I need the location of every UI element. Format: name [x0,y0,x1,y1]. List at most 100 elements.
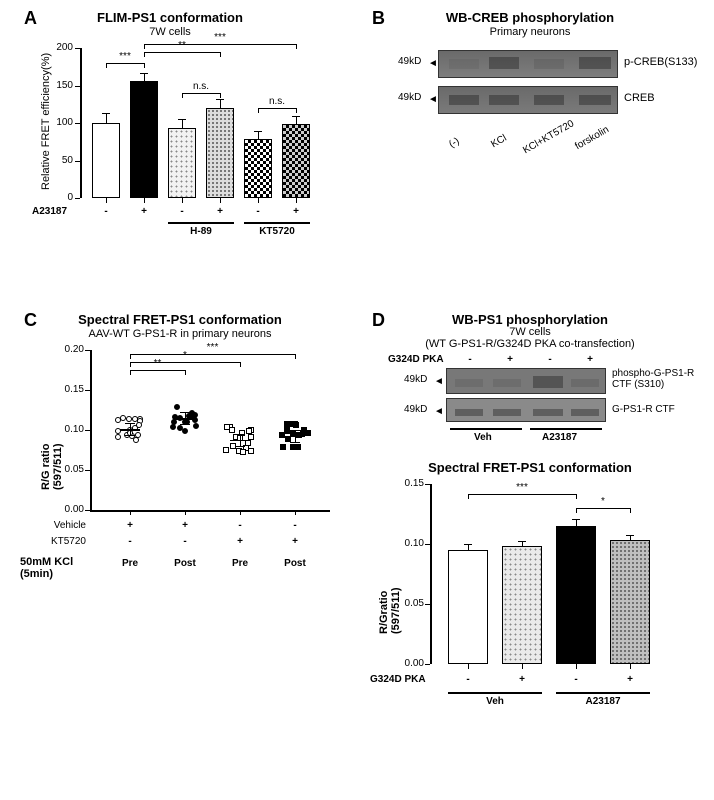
sig-text: ** [167,40,197,51]
wb-bottom-label: Veh [474,432,492,443]
wb-top-val: - [540,354,560,365]
sig-bracket [106,63,144,64]
data-point [171,419,177,425]
row-val: + [118,520,142,531]
sig-text: *** [110,51,140,62]
bar [130,81,158,198]
data-point [229,427,235,433]
wb-top-val: - [460,354,480,365]
row-val: + [283,536,307,547]
panel-c-ylabel: R/G ratio (597/511) [40,370,64,490]
data-point [301,427,307,433]
data-point [284,422,290,428]
row-label: Vehicle [40,520,86,531]
data-point [136,422,142,428]
wb-row-label: phospho-G-PS1-R CTF (S310) [612,368,712,390]
bar [448,550,488,664]
group-underline [168,222,234,224]
sig-text: *** [205,32,235,43]
group-underline [556,692,650,694]
bar [556,526,596,664]
wb-top-val: + [580,354,600,365]
row-val: + [206,206,234,217]
row-val: + [228,536,252,547]
sig-text: n.s. [186,81,216,92]
sig-bracket [576,508,630,509]
group-underline [448,692,542,694]
blot-row [438,86,618,114]
row-val: - [283,520,307,531]
lane-label: forskolin [573,124,611,152]
group-label: H-89 [168,226,234,237]
kcl-label: 50mM KCl (5min) [20,556,90,580]
sig-bracket [144,52,220,53]
panel-d-wb-title: WB-PS1 phosphorylation [360,312,700,327]
group-label: KT5720 [244,226,310,237]
marker-tick-icon: ◄ [428,58,438,69]
sig-bracket [468,494,576,495]
data-point [223,447,229,453]
sig-bracket [130,362,240,363]
row-val: + [502,674,542,685]
sig-text: ** [146,358,170,369]
data-point [240,449,246,455]
ytick: 0.20 [52,344,84,355]
sig-bracket [130,370,185,371]
blot-row [446,368,606,394]
sig-bracket [182,93,220,94]
ytick: 0.15 [392,478,424,489]
data-point [126,416,132,422]
panel-c-chart: 0.000.050.100.150.20R/G ratio (597/511)V… [90,350,330,510]
sig-text: n.s. [262,96,292,107]
row-val: - [92,206,120,217]
ytick: 0.00 [52,504,84,515]
row-val: - [228,520,252,531]
bar [92,123,120,198]
row-val: - [556,674,596,685]
panel-b-row1-label: p-CREB(S133) [624,56,714,68]
panel-d-ylabel: R/Gratio (597/511) [378,514,402,634]
panel-a-title: FLIM-PS1 conformation [0,10,340,25]
bar [610,540,650,664]
bar [206,108,234,198]
sig-text: * [173,350,197,361]
panel-b-subtitle: Primary neurons [360,26,700,38]
data-point [290,444,296,450]
row-val: - [118,536,142,547]
data-point [120,415,126,421]
panel-a-ylabel: Relative FRET efficiency(%) [40,40,52,190]
wb-bottom-label: A23187 [542,432,577,443]
row-val: + [173,520,197,531]
panel-c-title: Spectral FRET-PS1 conformation [0,312,360,327]
group-label: Veh [448,696,542,707]
wb-top-label: G324D PKA [388,354,444,365]
row-label: G324D PKA [370,674,426,685]
panel-c-subtitle: AAV-WT G-PS1-R in primary neurons [0,328,360,340]
group-underline [530,428,602,430]
panel-b-marker-2: 49kD [398,92,421,103]
panel-d-marker-1: 49kD [404,374,427,385]
bar [168,128,196,199]
blot-row [438,50,618,78]
marker-tick-icon: ◄ [428,94,438,105]
sig-bracket [144,44,296,45]
sig-text: *** [510,482,534,493]
marker-tick-icon: ◄ [434,376,444,387]
wb-row-label: G-PS1-R CTF [612,404,712,415]
prepost-label: Pre [222,558,258,569]
data-point [193,423,199,429]
sig-text: * [591,496,615,507]
data-point [174,404,180,410]
data-point [280,444,286,450]
row-val: + [610,674,650,685]
lane-label: (-) [447,136,461,151]
data-point [135,432,141,438]
data-point [115,434,121,440]
row-label: KT5720 [40,536,86,547]
ytick: 0 [45,192,73,203]
panel-b-marker-1: 49kD [398,56,421,67]
wb-top-val: + [500,354,520,365]
sig-text: *** [201,342,225,353]
ytick: 0.00 [392,658,424,669]
panel-b-title: WB-CREB phosphorylation [360,10,700,25]
